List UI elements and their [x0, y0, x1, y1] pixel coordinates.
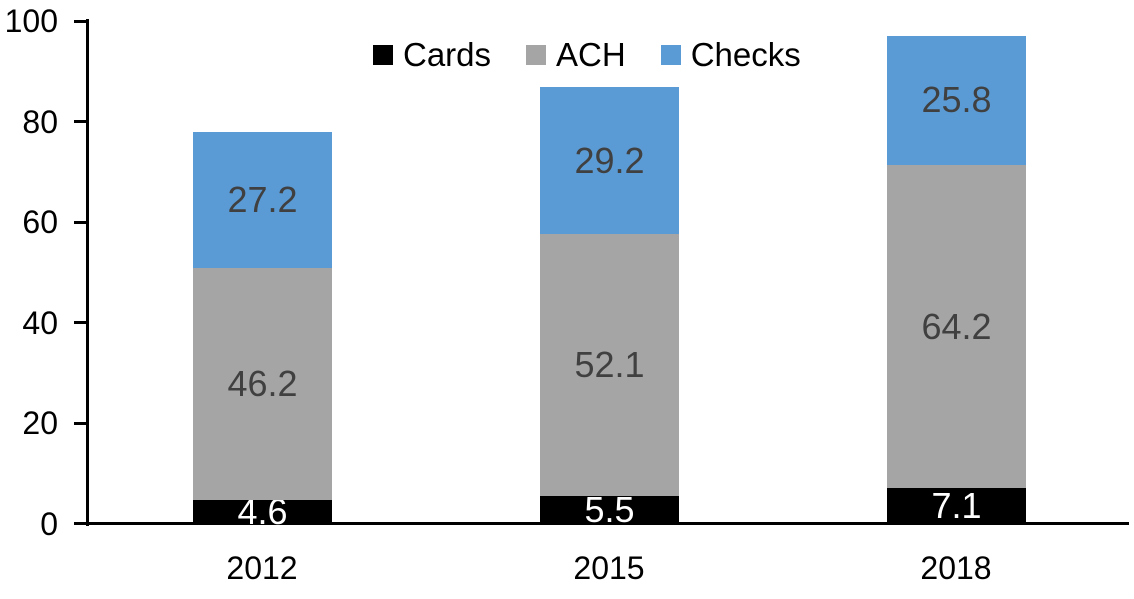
bar-2012-segment-cards: 4.6	[193, 493, 332, 529]
y-tick-20	[74, 421, 86, 425]
x-axis-line	[74, 522, 1129, 525]
bar-2015-segment-cards: 5.5	[540, 491, 679, 527]
bar-value-label-2015-cards: 5.5	[584, 488, 635, 530]
legend-item-ach: ACH	[526, 38, 626, 71]
y-tick-60	[74, 220, 86, 224]
y-tick-label-40: 40	[22, 304, 58, 341]
bar-value-label-2018-checks: 25.8	[921, 79, 992, 121]
legend-label-cards: Cards	[403, 36, 492, 73]
y-tick-80	[74, 120, 86, 123]
y-tick-label-80: 80	[22, 103, 58, 140]
y-tick-label-20: 20	[22, 405, 58, 441]
bar-value-label-2018-cards: 7.1	[931, 484, 982, 526]
bar-value-label-2018-ach: 64.2	[921, 305, 992, 347]
y-tick-100	[74, 19, 86, 23]
legend-marker-icon-cards	[373, 44, 393, 65]
bar-value-label-2012-checks: 27.2	[227, 178, 298, 220]
bar-value-label-2012-ach: 46.2	[227, 363, 298, 405]
legend-label-ach: ACH	[556, 36, 626, 73]
legend-marker-icon-checks	[660, 44, 681, 65]
bar-2015-segment-checks: 29.2	[540, 87, 679, 235]
legend: Cards ACH Checks	[373, 38, 801, 71]
y-tick-label-60: 60	[22, 204, 58, 240]
y-tick-40	[74, 321, 86, 324]
legend-item-cards: Cards	[373, 38, 491, 71]
y-axis-line	[86, 19, 89, 526]
y-tick-label-0: 0	[40, 505, 58, 542]
legend-marker-icon-ach	[526, 44, 547, 65]
bar-2012-segment-ach: 46.2	[193, 268, 332, 501]
bar-value-label-2015-checks: 29.2	[574, 139, 645, 181]
y-tick-0	[74, 522, 86, 525]
x-tick-label-2015: 2015	[573, 550, 645, 586]
bar-2018-segment-cards: 7.1	[887, 484, 1026, 526]
bar-2012-segment-checks: 27.2	[193, 131, 332, 269]
legend-item-checks: Checks	[660, 36, 801, 73]
bar-2018-segment-ach: 64.2	[887, 165, 1026, 488]
legend-label-checks: Checks	[690, 36, 801, 73]
bar-2015-segment-ach: 52.1	[540, 234, 679, 496]
bar-2018-segment-checks: 25.8	[887, 35, 1026, 166]
y-tick-label-100: 100	[4, 3, 58, 39]
x-tick-label-2018: 2018	[920, 550, 992, 586]
x-tick-label-2012: 2012	[226, 550, 298, 586]
bar-value-label-2015-ach: 52.1	[574, 343, 645, 385]
